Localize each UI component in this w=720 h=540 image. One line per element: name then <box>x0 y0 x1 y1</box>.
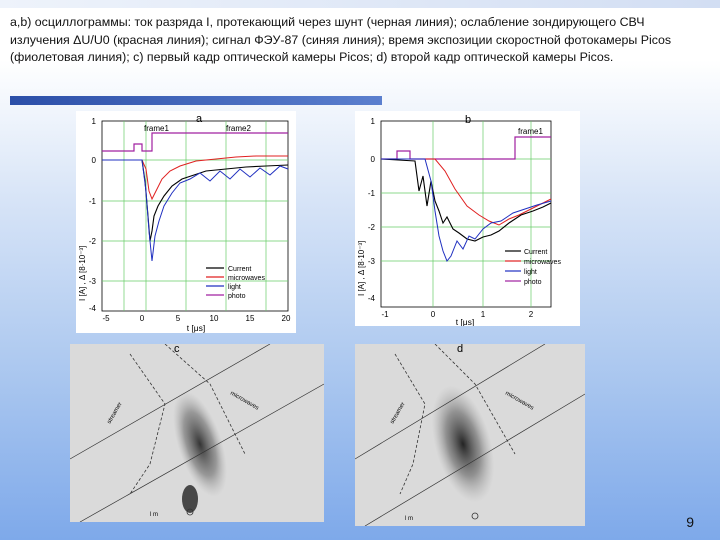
legend-photo: photo <box>524 279 542 286</box>
x-tick: 15 <box>246 314 255 323</box>
caption-underline-bar <box>10 96 382 105</box>
photo-series <box>381 136 551 160</box>
x-tick: 5 <box>176 314 181 323</box>
y-tick: 1 <box>92 117 97 126</box>
x-tick: 2 <box>529 310 534 319</box>
x-tick: -1 <box>381 310 389 319</box>
photo-series <box>102 132 288 152</box>
ground-label: l m <box>405 516 413 522</box>
page-number: 9 <box>686 514 694 530</box>
x-tick: 20 <box>282 314 291 323</box>
y-tick: -3 <box>368 257 376 266</box>
x-tick: 0 <box>140 314 145 323</box>
y-axis-label: I [A] , Δ [8·10⁻³] <box>357 241 366 296</box>
y-tick: -4 <box>89 304 97 313</box>
y-tick: -4 <box>368 294 376 303</box>
grid <box>102 121 288 311</box>
legend-light: light <box>524 269 537 276</box>
y-tick: -3 <box>89 277 97 286</box>
camera-frame-c: c streamer microwaves l m <box>69 343 325 523</box>
current-series <box>380 158 552 242</box>
x-tick: -5 <box>102 314 110 323</box>
x-tick: 1 <box>481 310 486 319</box>
plasma-plume <box>431 385 495 503</box>
microwaves-series <box>102 155 288 201</box>
y-tick: 1 <box>371 117 376 126</box>
y-tick: 0 <box>92 156 97 165</box>
legend-microwaves: microwaves <box>228 275 265 282</box>
frame1-label: frame1 <box>518 127 543 136</box>
light-series <box>381 158 552 262</box>
legend-current: Current <box>228 266 251 273</box>
legend-current: Current <box>524 249 547 256</box>
y-axis-label: I [A] , Δ [8·10⁻³] <box>78 246 87 301</box>
camera-frame-d: d streamer microwaves l m <box>354 343 586 527</box>
legend-light: light <box>228 284 241 291</box>
frame1-label: frame1 <box>144 124 169 133</box>
y-tick: -2 <box>89 237 97 246</box>
legend: Current microwaves light photo <box>206 266 265 300</box>
legend: Current microwaves light photo <box>505 249 561 286</box>
slide-caption: a,b) осциллограммы: ток разряда I, проте… <box>10 15 672 64</box>
ground-label: l m <box>150 512 158 518</box>
photo-label: c <box>174 344 180 355</box>
frame2-label: frame2 <box>226 124 251 133</box>
y-tick: -1 <box>89 197 97 206</box>
microwaves-series <box>381 158 552 226</box>
photo-label: d <box>457 344 463 355</box>
x-axis-label: t [μs] <box>187 323 206 333</box>
x-axis-label: t [μs] <box>456 317 475 326</box>
current-series <box>102 159 289 242</box>
legend-photo: photo <box>228 293 246 300</box>
y-tick: -1 <box>368 189 376 198</box>
y-tick: 0 <box>371 155 376 164</box>
oscillogram-panel-a: a frame1 frame2 1 0 -1 -2 -3 -4 <box>76 111 296 333</box>
x-tick: 0 <box>431 310 436 319</box>
light-series <box>102 159 289 262</box>
x-tick: 10 <box>210 314 219 323</box>
oscillogram-panel-b: b frame1 1 0 -1 -2 -3 -4 -1 0 1 2 t [μs]… <box>355 111 580 327</box>
panel-label: b <box>465 114 471 126</box>
panel-label: a <box>196 113 203 125</box>
plasma-plume <box>173 391 227 497</box>
legend-microwaves: microwaves <box>524 259 561 266</box>
top-gradient-bar <box>0 0 720 8</box>
y-tick: -2 <box>368 223 376 232</box>
